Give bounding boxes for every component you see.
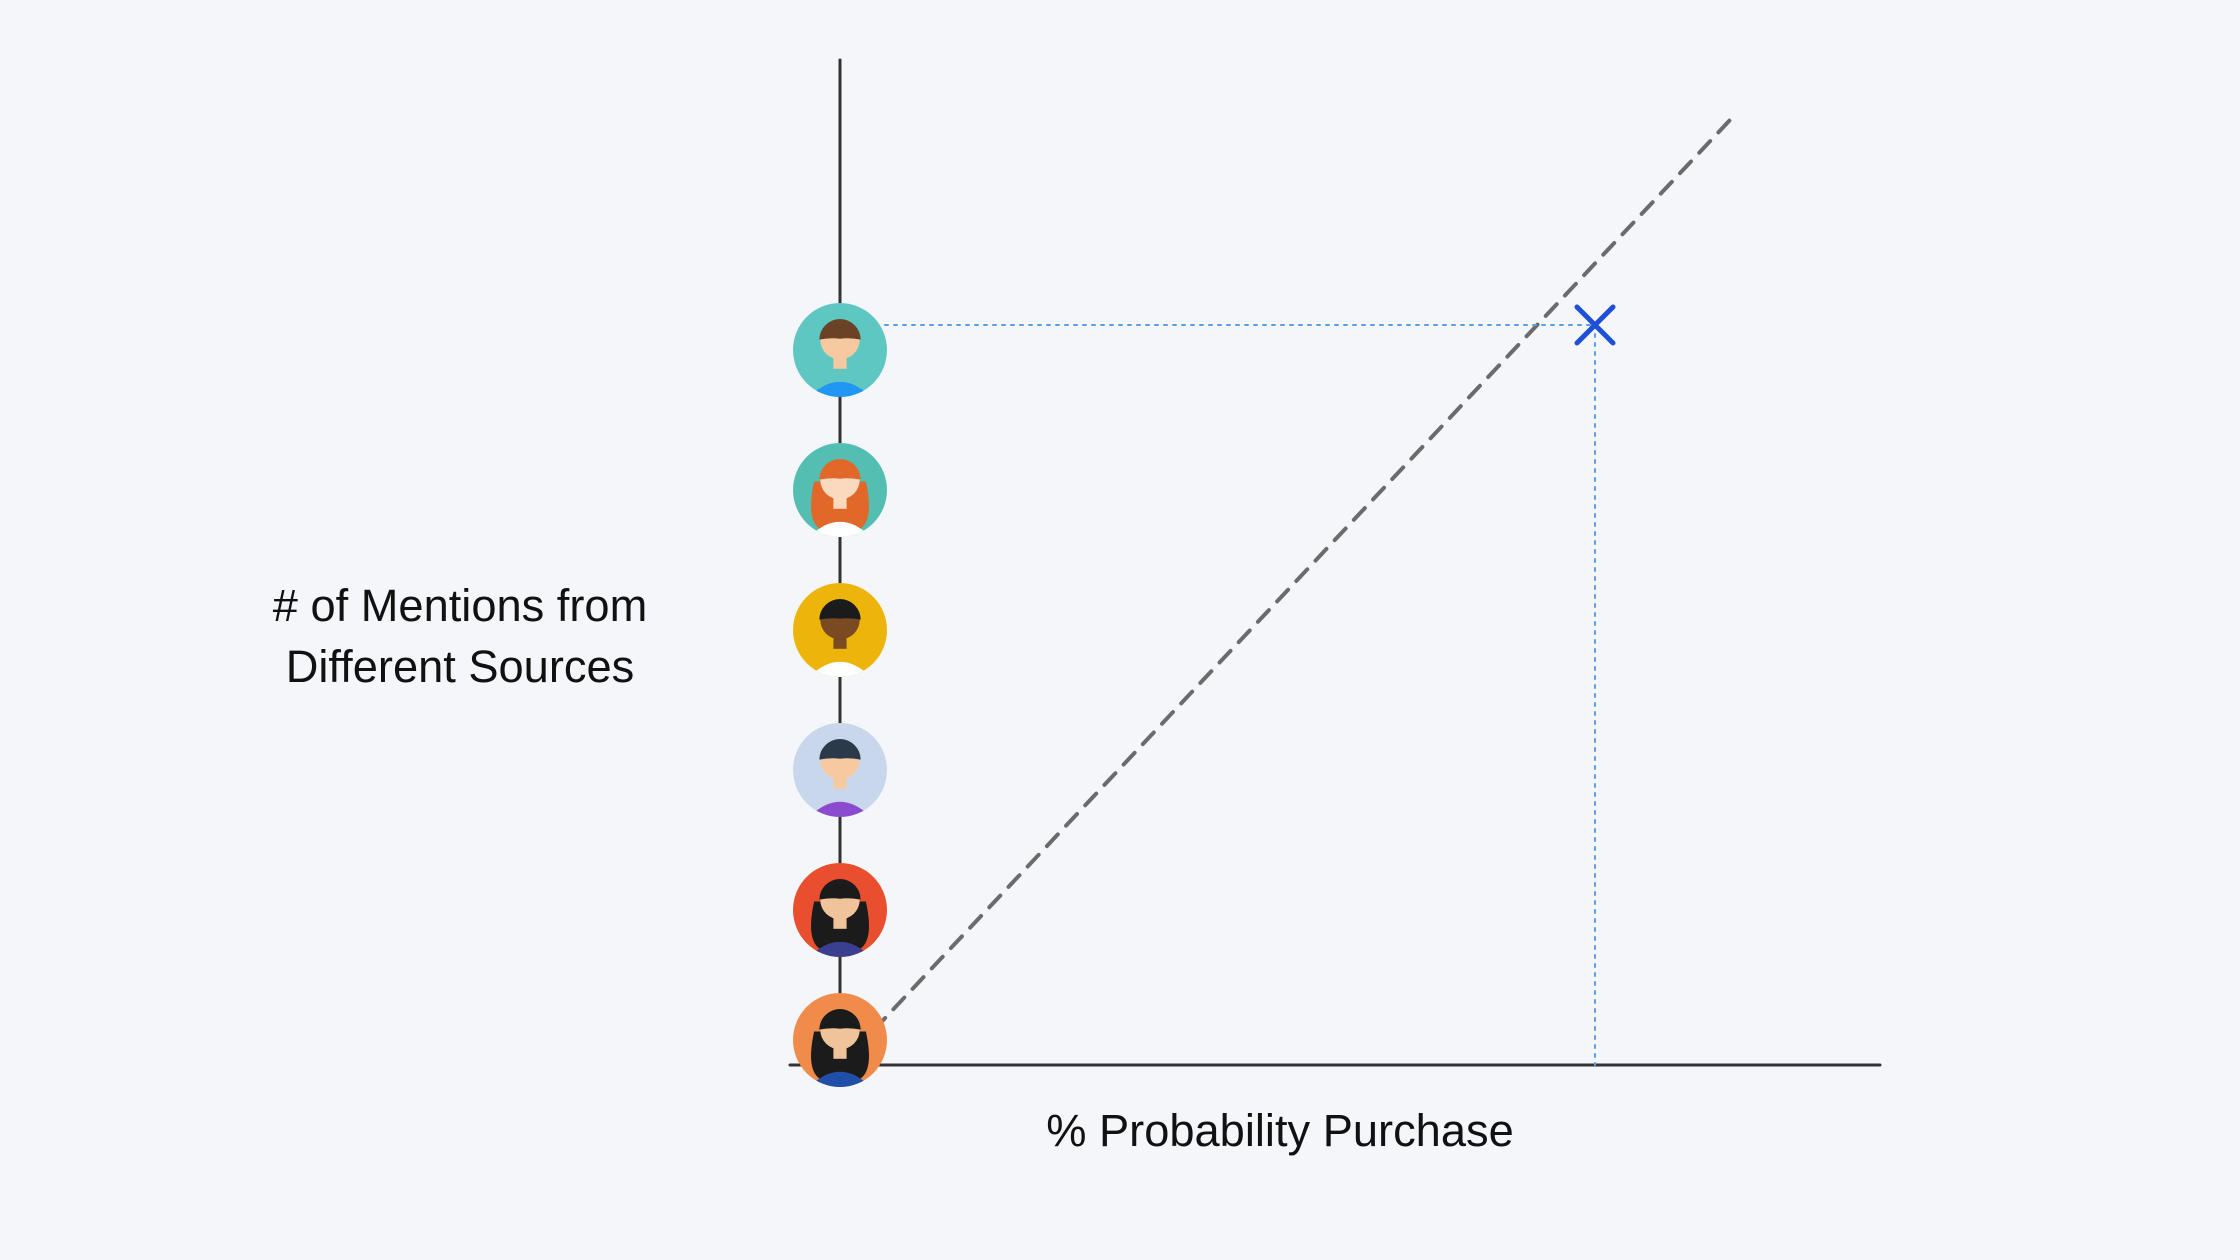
trend-line bbox=[855, 120, 1730, 1050]
avatar-icon bbox=[793, 443, 887, 542]
avatar-icon bbox=[793, 993, 887, 1092]
y-axis-label: # of Mentions from Different Sources bbox=[205, 575, 715, 697]
y-axis-label-line1: # of Mentions from bbox=[205, 575, 715, 636]
chart-stage: # of Mentions from Different Sources % P… bbox=[0, 0, 2240, 1260]
avatar-icon bbox=[793, 723, 887, 822]
avatar-icon bbox=[793, 583, 887, 682]
avatar-icon bbox=[793, 863, 887, 962]
y-axis-label-line2: Different Sources bbox=[205, 636, 715, 697]
x-axis-label: % Probability Purchase bbox=[1020, 1105, 1540, 1157]
avatar-icon bbox=[793, 303, 887, 402]
